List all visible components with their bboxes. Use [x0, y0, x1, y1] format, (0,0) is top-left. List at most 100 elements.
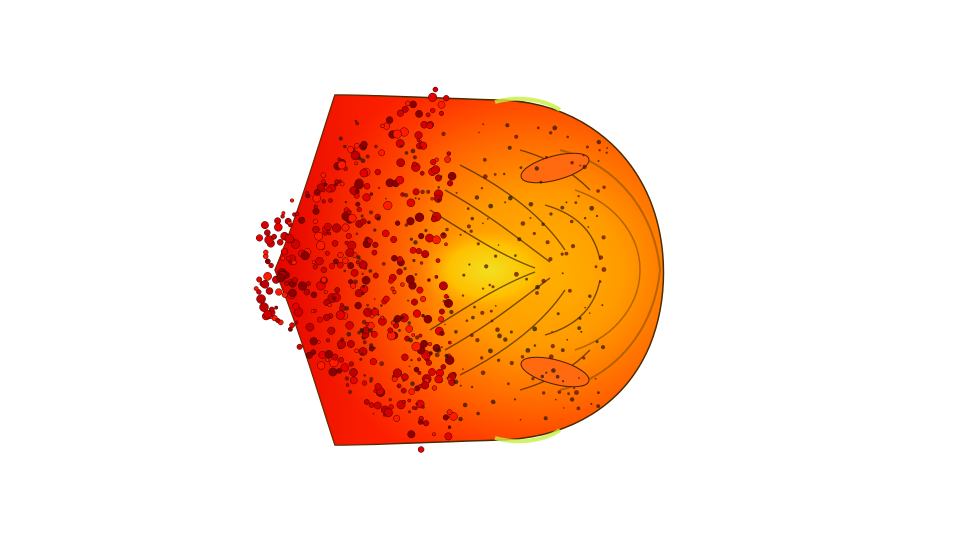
particle-speck [446, 376, 449, 379]
particle [428, 92, 438, 102]
particle [275, 288, 283, 296]
particle-speck [562, 380, 565, 383]
particle [423, 420, 430, 427]
particle-speck [588, 312, 591, 314]
particle [338, 357, 345, 363]
particle-speck [594, 265, 598, 269]
particle-speck [545, 240, 550, 245]
particle [256, 289, 262, 295]
particle-speck [491, 285, 495, 289]
particle [297, 281, 308, 291]
particle-speck [578, 377, 580, 379]
particle [315, 256, 324, 266]
particle [385, 116, 394, 124]
particle-speck [393, 318, 397, 322]
particle [361, 380, 368, 386]
particle [311, 260, 316, 265]
particle [427, 278, 431, 282]
particle-speck [408, 365, 411, 368]
particle-speck [388, 398, 392, 402]
particle-speck [356, 255, 361, 260]
particle [443, 95, 450, 102]
particle [325, 338, 331, 343]
particle-speck [357, 331, 361, 335]
particle [323, 182, 328, 187]
particle [417, 446, 425, 453]
particle [446, 151, 452, 156]
particle [439, 330, 445, 336]
particle-speck [595, 214, 599, 218]
particle-speck [421, 405, 425, 409]
particle [428, 351, 433, 356]
particle-speck [555, 374, 560, 379]
particle [305, 191, 310, 195]
particle-speck [366, 303, 370, 307]
particle [256, 276, 263, 283]
particle [264, 235, 274, 245]
particle [447, 340, 452, 345]
particle-speck [494, 305, 497, 307]
particle-speck [369, 343, 374, 348]
particle-speck [507, 145, 512, 150]
particle [340, 363, 350, 372]
particle-speck [475, 338, 480, 343]
particle [342, 257, 349, 264]
particle [265, 287, 274, 295]
particle [361, 291, 365, 296]
particle [371, 249, 378, 256]
particle-speck [378, 186, 381, 189]
particle-speck [564, 251, 569, 256]
particle-speck [338, 136, 343, 141]
particle-speck [569, 219, 574, 224]
particle-speck [525, 348, 531, 353]
particle-speck [403, 267, 407, 271]
particle-speck [359, 266, 362, 269]
particle-speck [412, 258, 416, 263]
particle [292, 302, 300, 310]
particle-speck [343, 144, 347, 149]
particle [337, 160, 347, 170]
particle-speck [403, 193, 409, 198]
particle [324, 350, 333, 359]
particle-speck [597, 160, 600, 162]
particle-speck [368, 328, 373, 333]
particle-speck [582, 356, 586, 360]
particle-speck [374, 144, 378, 149]
particle [294, 320, 299, 325]
particle [408, 388, 415, 395]
particle [349, 376, 358, 385]
particle-speck [436, 347, 442, 353]
particle [309, 337, 318, 346]
particle-speck [594, 377, 597, 380]
particle-speck [577, 195, 580, 198]
particle [317, 316, 323, 323]
particle-speck [410, 358, 413, 362]
particle [430, 215, 438, 223]
particle [314, 231, 324, 241]
particle [392, 368, 403, 378]
particle-speck [362, 340, 367, 345]
particle [317, 361, 326, 370]
particle-speck [560, 205, 565, 210]
particle [428, 368, 436, 376]
particle-speck [577, 326, 582, 330]
particle-speck [404, 151, 409, 155]
particle [328, 367, 338, 377]
particle-speck [495, 327, 500, 333]
particle-speck [480, 356, 484, 360]
particle-speck [381, 262, 386, 266]
particle [395, 175, 405, 185]
particle [420, 381, 430, 390]
particle-speck [357, 156, 362, 161]
particle [331, 353, 339, 361]
particle-speck [548, 354, 554, 360]
particle [411, 333, 416, 337]
particle [274, 217, 282, 225]
particle-speck [455, 191, 458, 194]
particle-speck [385, 197, 387, 200]
particle [333, 258, 339, 265]
particle-speck [482, 222, 484, 225]
particle-speck [585, 145, 589, 149]
particle [392, 129, 402, 139]
particle [426, 122, 434, 130]
